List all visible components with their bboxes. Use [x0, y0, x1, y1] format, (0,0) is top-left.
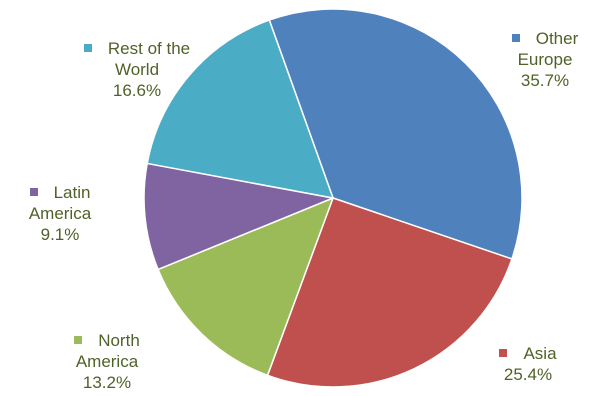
slice-label-latin-america: Latin America 9.1% [8, 182, 112, 245]
slice-label-line-1: Asia [478, 343, 578, 364]
legend-marker [74, 336, 83, 344]
slice-label-asia: Asia 25.4% [478, 343, 578, 385]
slice-label-north-america: North America 13.2% [52, 330, 162, 393]
slice-label-line-1: Other [490, 28, 600, 49]
slice-value-label: 16.6% [112, 81, 162, 100]
slice-value-label: 9.1% [40, 225, 80, 244]
slice-value-label: 35.7% [520, 71, 570, 90]
slice-label-rest-of-world: Rest of the World 16.6% [62, 38, 212, 101]
slice-label-line-1: Latin [8, 182, 112, 203]
legend-marker [83, 44, 92, 52]
pie-slice-north-america [157, 197, 334, 377]
slice-label-line-2: America [28, 204, 92, 223]
pie-slice-rest-of-world [146, 19, 334, 199]
legend-marker [511, 34, 520, 42]
slice-value-label: 25.4% [503, 365, 553, 384]
slice-label-other-europe: Other Europe 35.7% [490, 28, 600, 91]
slice-label-line-1: Rest of the [62, 38, 212, 59]
slice-value-label: 13.2% [82, 373, 132, 392]
legend-marker [499, 349, 508, 357]
slice-label-line-2: Europe [517, 50, 573, 69]
slice-label-line-2: America [75, 352, 139, 371]
slice-label-line-2: World [114, 60, 160, 79]
legend-marker [29, 188, 38, 196]
pie-slice-other-europe [268, 8, 523, 260]
pie-slice-asia [266, 197, 513, 388]
slice-label-line-1: North [52, 330, 162, 351]
